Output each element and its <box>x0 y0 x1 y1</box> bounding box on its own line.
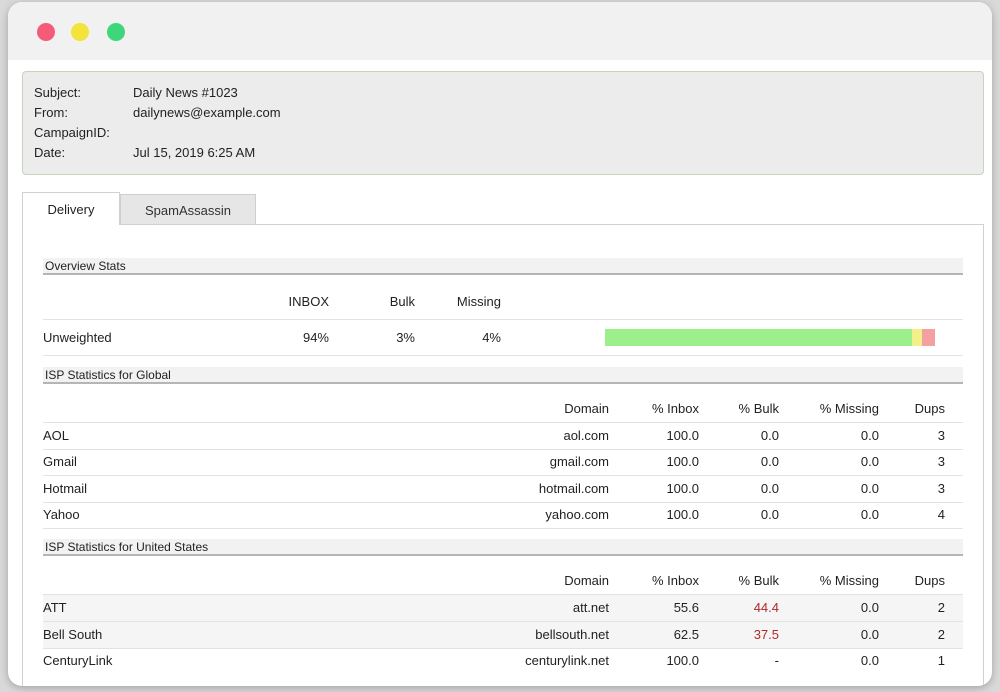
isp-dups: 3 <box>937 428 945 443</box>
subject-label: Subject: <box>34 85 81 100</box>
mail-report-window: Subject: Daily News #1023 From: dailynew… <box>8 2 992 686</box>
isp-name: AOL <box>43 428 70 443</box>
overview-inbox-value: 94% <box>302 330 329 345</box>
isp-global-title: ISP Statistics for Global <box>43 367 963 384</box>
isp-name: ATT <box>43 600 67 615</box>
isp-missing: 0.0 <box>860 600 879 615</box>
isp-name: Yahoo <box>43 507 80 522</box>
overview-inbox-header: INBOX <box>288 294 329 309</box>
isp-inbox: 100.0 <box>666 428 699 443</box>
divider <box>43 422 963 423</box>
isp-missing: 0.0 <box>860 627 879 642</box>
bulk-segment <box>912 329 922 346</box>
delivery-distribution-bar <box>605 329 935 346</box>
isp-us-bulk-header: % Bulk <box>738 573 779 588</box>
isp-name: Hotmail <box>43 481 88 496</box>
isp-dups: 1 <box>937 653 945 668</box>
isp-us-title: ISP Statistics for United States <box>43 539 963 556</box>
isp-name: Gmail <box>43 454 77 469</box>
divider <box>43 355 963 356</box>
campaign-id-label: CampaignID: <box>34 125 110 140</box>
isp-name: Bell South <box>43 627 103 642</box>
isp-name: CenturyLink <box>43 653 113 668</box>
divider <box>43 319 963 320</box>
title-bar <box>8 2 992 60</box>
isp-bulk: 44.4 <box>753 600 779 615</box>
row-highlight <box>43 622 963 648</box>
isp-domain: bellsouth.net <box>535 627 609 642</box>
message-header-box: Subject: Daily News #1023 From: dailynew… <box>22 71 984 175</box>
isp-dups: 2 <box>937 627 945 642</box>
from-label: From: <box>34 105 68 120</box>
isp-domain: hotmail.com <box>538 481 609 496</box>
isp-us-inbox-header: % Inbox <box>652 573 699 588</box>
overview-missing-value: 4% <box>482 330 501 345</box>
isp-inbox: 100.0 <box>666 653 699 668</box>
isp-domain: aol.com <box>563 428 609 443</box>
divider <box>43 502 963 503</box>
divider <box>43 594 963 595</box>
isp-dups: 3 <box>937 481 945 496</box>
isp-bulk: 0.0 <box>760 507 779 522</box>
delivery-panel: Overview Stats INBOX Bulk Missing Unweig… <box>22 224 984 686</box>
isp-domain: centurylink.net <box>525 653 609 668</box>
isp-inbox: 62.5 <box>673 627 699 642</box>
tab-delivery[interactable]: Delivery <box>22 192 120 225</box>
divider <box>43 621 963 622</box>
isp-missing: 0.0 <box>860 428 879 443</box>
overview-bulk-value: 3% <box>396 330 415 345</box>
tab-spamassassin[interactable]: SpamAssassin <box>120 194 256 225</box>
isp-missing: 0.0 <box>860 454 879 469</box>
isp-inbox: 100.0 <box>666 507 699 522</box>
zoom-window-button[interactable] <box>107 23 125 41</box>
overview-row-label: Unweighted <box>43 330 112 345</box>
from-value: dailynews@example.com <box>133 105 281 120</box>
subject-value: Daily News #1023 <box>133 85 238 100</box>
isp-dups: 4 <box>937 507 945 522</box>
divider <box>43 528 963 529</box>
isp-dups: 3 <box>937 454 945 469</box>
divider <box>43 475 963 476</box>
overview-bulk-header: Bulk <box>389 294 415 309</box>
isp-domain: att.net <box>572 600 609 615</box>
isp-global-missing-header: % Missing <box>819 401 879 416</box>
isp-bulk: 0.0 <box>760 428 779 443</box>
isp-global-bulk-header: % Bulk <box>738 401 779 416</box>
overview-missing-header: Missing <box>456 294 501 309</box>
isp-domain: gmail.com <box>549 454 609 469</box>
isp-us-missing-header: % Missing <box>819 573 879 588</box>
isp-inbox: 55.6 <box>673 600 699 615</box>
isp-global-domain-header: Domain <box>564 401 609 416</box>
divider <box>43 449 963 450</box>
date-value: Jul 15, 2019 6:25 AM <box>133 145 256 160</box>
isp-inbox: 100.0 <box>666 454 699 469</box>
minimize-window-button[interactable] <box>71 23 89 41</box>
isp-missing: 0.0 <box>860 481 879 496</box>
date-label: Date: <box>34 145 66 160</box>
close-window-button[interactable] <box>37 23 55 41</box>
isp-us-dups-header: Dups <box>914 573 945 588</box>
overview-stats-title: Overview Stats <box>43 258 963 275</box>
isp-missing: 0.0 <box>860 653 879 668</box>
row-highlight <box>43 595 963 621</box>
isp-bulk: 0.0 <box>760 454 779 469</box>
isp-domain: yahoo.com <box>545 507 609 522</box>
missing-segment <box>921 329 935 346</box>
isp-bulk: - <box>774 653 779 668</box>
isp-bulk: 37.5 <box>753 627 779 642</box>
isp-dups: 2 <box>937 600 945 615</box>
divider <box>43 648 963 649</box>
isp-us-domain-header: Domain <box>564 573 609 588</box>
inbox-segment <box>605 329 913 346</box>
isp-bulk: 0.0 <box>760 481 779 496</box>
isp-global-inbox-header: % Inbox <box>652 401 699 416</box>
isp-missing: 0.0 <box>860 507 879 522</box>
isp-inbox: 100.0 <box>666 481 699 496</box>
isp-global-dups-header: Dups <box>914 401 945 416</box>
